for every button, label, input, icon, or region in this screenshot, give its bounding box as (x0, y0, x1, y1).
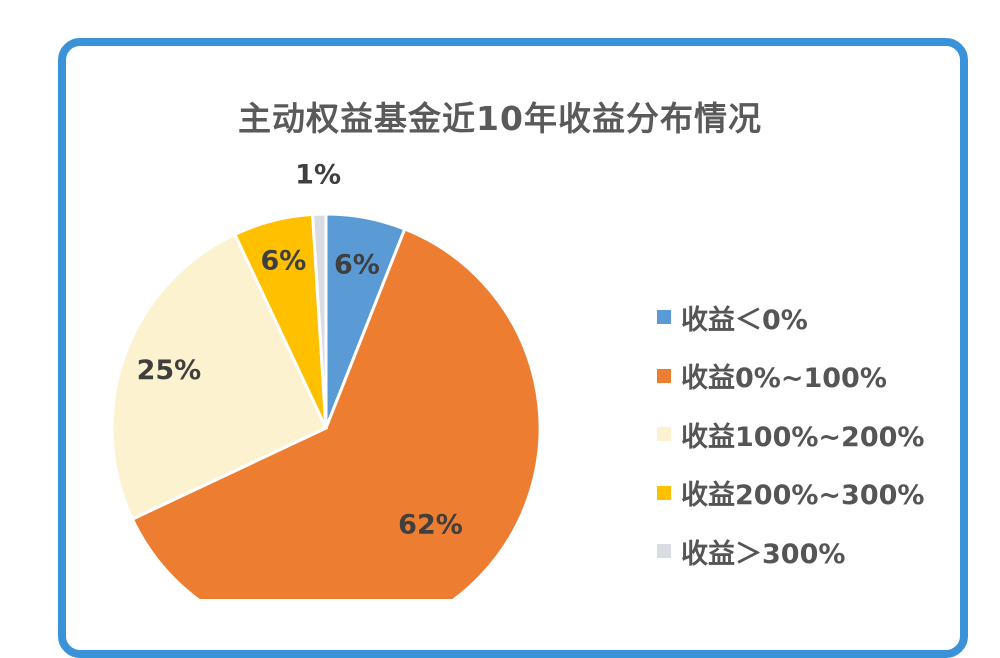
pie-slice-0-100 (130, 227, 542, 599)
chart-legend: 收益＜0% 收益0%~100% 收益100%~200% 收益200%~300% … (657, 288, 924, 581)
data-label-over-300: 1% (295, 160, 341, 191)
legend-swatch (657, 485, 671, 500)
pie-chart: 6% 62% 25% 6% 1% (110, 160, 542, 599)
data-label-200-300: 6% (260, 246, 306, 277)
legend-item-negative: 收益＜0% (657, 288, 924, 347)
pie-slice-over-300 (310, 212, 328, 429)
legend-label: 收益200%~300% (681, 480, 925, 512)
legend-swatch (657, 544, 671, 559)
data-label-negative: 6% (334, 250, 380, 281)
legend-label: 收益＞300% (681, 538, 846, 570)
pie-slice-100-200 (110, 232, 328, 522)
chart-title: 主动权益基金近10年收益分布情况 (238, 99, 762, 138)
legend-label: 收益0%~100% (681, 363, 887, 395)
legend-swatch (657, 310, 671, 325)
legend-item-100-200: 收益100%~200% (657, 405, 924, 464)
data-label-0-100: 62% (398, 510, 463, 541)
data-label-100-200: 25% (137, 355, 202, 386)
legend-item-200-300: 收益200%~300% (657, 464, 924, 523)
legend-swatch (657, 368, 671, 383)
legend-item-over-300: 收益＞300% (657, 522, 924, 581)
legend-swatch (657, 427, 671, 442)
legend-item-0-100: 收益0%~100% (657, 347, 924, 406)
legend-label: 收益100%~200% (681, 421, 925, 453)
legend-label: 收益＜0% (681, 304, 808, 336)
